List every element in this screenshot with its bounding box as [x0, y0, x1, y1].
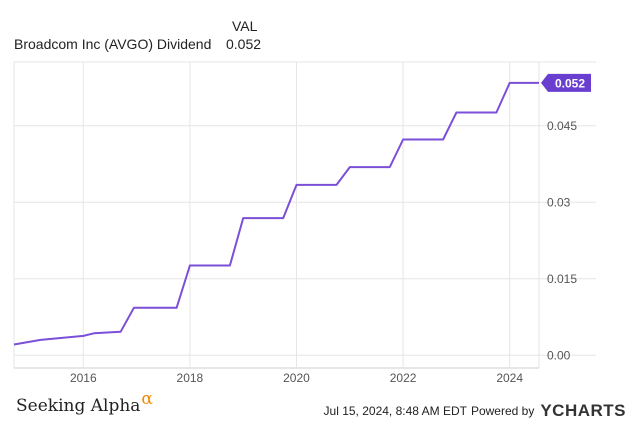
ycharts-logo[interactable]: YCHARTS	[540, 401, 626, 420]
footer-attribution: Jul 15, 2024, 8:48 AM EDT Powered by YCH…	[324, 401, 626, 421]
timestamp: Jul 15, 2024, 8:48 AM EDT	[323, 404, 467, 418]
x-tick-label: 2020	[283, 371, 310, 385]
y-tick-label: 0.015	[547, 272, 577, 286]
last-value-badge	[541, 73, 591, 92]
series-layer	[13, 81, 539, 346]
legend-series-value: 0.052	[226, 36, 262, 52]
seeking-alpha-logo[interactable]: Seeking Alphaα	[16, 389, 153, 416]
legend: VAL Broadcom Inc (AVGO) Dividend 0.052	[0, 0, 640, 60]
alpha-mark-icon: α	[141, 389, 153, 409]
badge-layer: 0.052	[541, 73, 591, 92]
legend-header: VAL	[232, 18, 258, 34]
y-tick-label: 0.045	[547, 119, 577, 133]
axis-layer: 2016 2018 2020 2022 2024 0.00 0.015 0.03 0.045	[70, 119, 577, 385]
legend-series-name: Broadcom Inc (AVGO) Dividend	[14, 36, 212, 52]
powered-by-label: Powered by	[470, 404, 535, 418]
grid-layer	[13, 61, 596, 369]
x-tick-label: 2024	[496, 371, 523, 385]
x-tick-label: 2022	[390, 371, 417, 385]
y-tick-label: 0.00	[547, 348, 571, 362]
x-tick-label: 2018	[177, 371, 204, 385]
y-tick-label: 0.03	[547, 195, 571, 209]
brand-name: Seeking Alpha	[16, 396, 141, 416]
x-tick-label: 2016	[70, 371, 97, 385]
last-value-label: 0.052	[555, 76, 585, 90]
series-line	[13, 81, 539, 346]
